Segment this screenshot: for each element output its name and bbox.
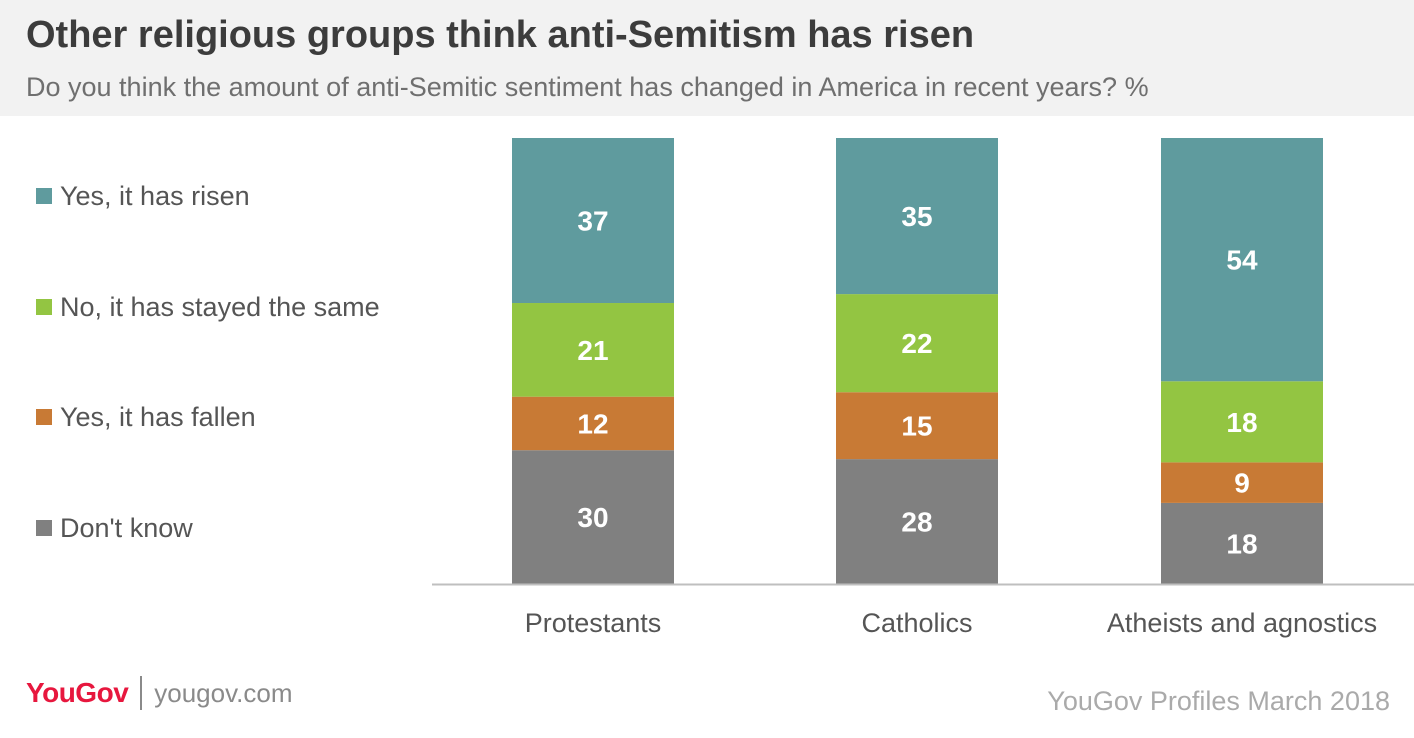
bar-segment-no-it-has-stayed-the-same-0 bbox=[512, 303, 674, 397]
logo-divider bbox=[140, 676, 143, 710]
bar-segment-no-it-has-stayed-the-same-1 bbox=[836, 294, 998, 393]
data-label-yes-it-has-risen-0: 37 bbox=[577, 206, 608, 237]
chart-subtitle: Do you think the amount of anti-Semitic … bbox=[26, 72, 1149, 102]
legend-label-same: No, it has stayed the same bbox=[60, 291, 380, 322]
legend-label-fallen: Yes, it has fallen bbox=[60, 401, 256, 432]
chart-title: Other religious groups think anti-Semiti… bbox=[26, 14, 975, 56]
legend-item-dont-know: Don't know bbox=[36, 508, 193, 548]
legend-item-risen: Yes, it has risen bbox=[36, 176, 250, 216]
legend-label-dont-know: Don't know bbox=[60, 512, 193, 543]
bar-segment-yes-it-has-fallen-1 bbox=[836, 392, 998, 460]
bar-segment-don-t-know-2 bbox=[1161, 502, 1323, 584]
bar-segment-no-it-has-stayed-the-same-2 bbox=[1161, 381, 1323, 463]
logo-wordmark: YouGov bbox=[26, 677, 129, 708]
data-label-don-t-know-2: 18 bbox=[1226, 528, 1257, 559]
x-tick-label-1: Catholics bbox=[861, 608, 972, 638]
data-label-yes-it-has-fallen-0: 12 bbox=[577, 408, 608, 439]
data-label-no-it-has-stayed-the-same-1: 22 bbox=[901, 328, 932, 359]
logo-url: yougov.com bbox=[154, 677, 293, 708]
data-label-no-it-has-stayed-the-same-0: 21 bbox=[577, 335, 608, 366]
data-label-yes-it-has-fallen-2: 9 bbox=[1234, 468, 1250, 499]
legend-swatch-same bbox=[36, 299, 52, 315]
bar-segment-yes-it-has-fallen-2 bbox=[1161, 462, 1323, 503]
data-label-yes-it-has-risen-2: 54 bbox=[1226, 245, 1258, 276]
header-band: Other religious groups think anti-Semiti… bbox=[0, 0, 1414, 116]
bar-segment-yes-it-has-fallen-0 bbox=[512, 396, 674, 451]
data-label-yes-it-has-fallen-1: 15 bbox=[901, 411, 932, 442]
data-label-yes-it-has-risen-1: 35 bbox=[901, 201, 932, 232]
bar-segment-yes-it-has-risen-1 bbox=[836, 138, 998, 295]
yougov-logo: YouGov yougov.com bbox=[26, 676, 293, 710]
legend-item-fallen: Yes, it has fallen bbox=[36, 397, 256, 437]
bar-segment-don-t-know-1 bbox=[836, 459, 998, 584]
legend-swatch-fallen bbox=[36, 409, 52, 425]
legend-item-same: No, it has stayed the same bbox=[36, 287, 380, 327]
legend-label-risen: Yes, it has risen bbox=[60, 180, 250, 211]
data-label-don-t-know-0: 30 bbox=[577, 502, 608, 533]
x-tick-label-2: Atheists and agnostics bbox=[1107, 608, 1377, 638]
data-label-don-t-know-1: 28 bbox=[901, 507, 932, 538]
legend-swatch-dont-know bbox=[36, 520, 52, 536]
bar-segment-yes-it-has-risen-2 bbox=[1161, 138, 1323, 382]
legend-swatch-risen bbox=[36, 188, 52, 204]
bar-segment-don-t-know-0 bbox=[512, 450, 674, 584]
data-label-no-it-has-stayed-the-same-2: 18 bbox=[1226, 407, 1257, 438]
stacked-bar-chart: 30 12 21 37 Protestants 28 15 22 35 Catholics 18 9 1… bbox=[432, 138, 1414, 638]
bar-segment-yes-it-has-risen-0 bbox=[512, 138, 674, 304]
x-tick-label-0: Protestants bbox=[525, 608, 662, 638]
source-note: YouGov Profiles March 2018 bbox=[1047, 686, 1390, 716]
